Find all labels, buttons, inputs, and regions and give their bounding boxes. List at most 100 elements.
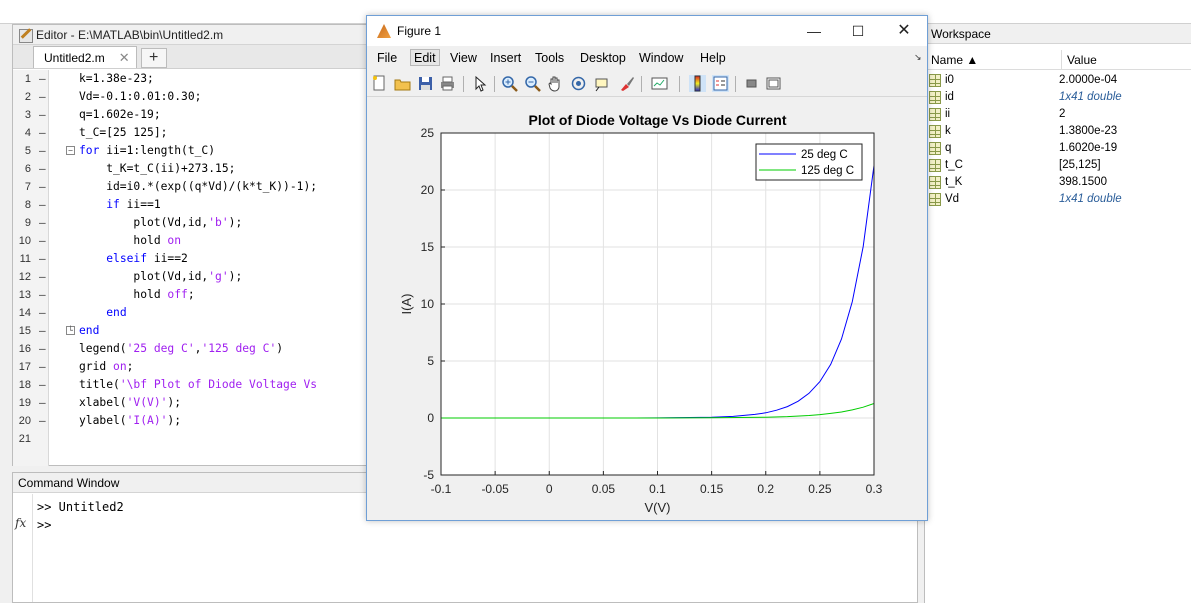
value-column-header[interactable]: Value	[1061, 50, 1191, 70]
y-tick-label: 5	[427, 354, 434, 368]
breakpoint-marker[interactable]: —	[39, 378, 46, 391]
workspace-variable-row[interactable]: i0 2.0000e-04	[925, 72, 1191, 89]
variable-name: q	[945, 142, 952, 154]
menu-edit[interactable]: Edit	[410, 49, 440, 66]
maximize-button[interactable]: ☐	[851, 23, 865, 39]
minimize-button[interactable]: —	[807, 23, 821, 39]
tab-untitled2[interactable]: Untitled2.m ✕	[33, 46, 137, 68]
diode-chart[interactable]: -0.1 -0.05 0 0.05 0.1 0.15 0.2 0.25 0.3 -5 0 5 10 15 2…	[367, 98, 927, 520]
link-plot-icon[interactable]	[651, 75, 668, 92]
code-line[interactable]: 19 — xlabel('V(V)');	[13, 394, 367, 412]
breakpoint-marker[interactable]: —	[39, 126, 46, 139]
data-cursor-icon[interactable]	[593, 75, 610, 92]
code-line[interactable]: 20 — ylabel('I(A)');	[13, 412, 367, 430]
breakpoint-marker[interactable]: —	[39, 360, 46, 373]
breakpoint-marker[interactable]: —	[39, 72, 46, 85]
code-line[interactable]: 15 — └ end	[13, 322, 367, 340]
code-line[interactable]: 5 — − for ii=1:length(t_C)	[13, 142, 367, 160]
brush-icon[interactable]	[618, 75, 635, 92]
workspace-variable-row[interactable]: t_K 398.1500	[925, 174, 1191, 191]
breakpoint-marker[interactable]: —	[39, 216, 46, 229]
menu-file[interactable]: File	[377, 51, 398, 65]
code-line[interactable]: 13 — hold off;	[13, 286, 367, 304]
code-fold-icon[interactable]: −	[66, 146, 75, 155]
code-editor[interactable]: 1 — k=1.38e-23; 2 — Vd=-0.1:0.01:0.30; 3 — q=1.6…	[13, 70, 367, 466]
workspace-variable-row[interactable]: ii 2	[925, 106, 1191, 123]
menu-tools[interactable]: Tools	[535, 51, 565, 65]
breakpoint-marker[interactable]: —	[39, 108, 46, 121]
code-line[interactable]: 4 — t_C=[25 125];	[13, 124, 367, 142]
code-text: title('\bf Plot of Diode Voltage Vs	[79, 376, 317, 394]
legend-icon[interactable]	[712, 75, 729, 92]
code-line[interactable]: 17 — grid on;	[13, 358, 367, 376]
menu-desktop[interactable]: Desktop	[580, 51, 626, 65]
breakpoint-marker[interactable]: —	[39, 306, 46, 319]
function-browser-icon[interactable]: fx	[15, 516, 27, 530]
code-line[interactable]: 3 — q=1.602e-19;	[13, 106, 367, 124]
colorbar-icon[interactable]	[689, 75, 706, 92]
code-line[interactable]: 2 — Vd=-0.1:0.01:0.30;	[13, 88, 367, 106]
code-line[interactable]: 14 — end	[13, 304, 367, 322]
code-line[interactable]: 6 — t_K=t_C(ii)+273.15;	[13, 160, 367, 178]
command-window-body[interactable]: >> Untitled2 fx >>	[13, 494, 917, 602]
code-token: plot(Vd,id,	[79, 216, 209, 229]
breakpoint-marker[interactable]: —	[39, 414, 46, 427]
workspace-variable-row[interactable]: id 1x41 double	[925, 89, 1191, 106]
workspace-variable-row[interactable]: t_C [25,125]	[925, 157, 1191, 174]
close-icon[interactable]: ✕	[118, 49, 130, 65]
code-line[interactable]: 11 — elseif ii==2	[13, 250, 367, 268]
menu-help[interactable]: Help	[700, 51, 726, 65]
breakpoint-marker[interactable]: —	[39, 180, 46, 193]
code-line[interactable]: 16 — legend('25 deg C','125 deg C')	[13, 340, 367, 358]
menu-view[interactable]: View	[450, 51, 477, 65]
save-icon[interactable]	[417, 75, 434, 92]
workspace-variable-row[interactable]: Vd 1x41 double	[925, 191, 1191, 208]
pointer-icon[interactable]	[471, 75, 488, 92]
menu-insert[interactable]: Insert	[490, 51, 522, 65]
show-plot-tools-icon[interactable]	[765, 75, 782, 92]
zoom-out-icon[interactable]	[524, 75, 541, 92]
breakpoint-marker[interactable]: —	[39, 396, 46, 409]
new-figure-icon[interactable]	[371, 75, 388, 92]
breakpoint-marker[interactable]: —	[39, 324, 46, 337]
breakpoint-marker[interactable]: —	[39, 270, 46, 283]
new-tab-button[interactable]: +	[140, 48, 167, 68]
open-file-icon[interactable]	[394, 75, 411, 92]
print-icon[interactable]	[439, 75, 456, 92]
command-prompt[interactable]: >>	[37, 518, 52, 532]
breakpoint-marker[interactable]: —	[39, 144, 46, 157]
workspace-variable-row[interactable]: k 1.3800e-23	[925, 123, 1191, 140]
variable-value: [25,125]	[1059, 159, 1101, 171]
close-button[interactable]: ✕	[897, 22, 911, 39]
breakpoint-marker[interactable]: —	[39, 342, 46, 355]
code-line[interactable]: 10 — hold on	[13, 232, 367, 250]
rotate-icon[interactable]	[570, 75, 587, 92]
code-token	[79, 306, 106, 319]
y-tick-label: 0	[427, 411, 434, 425]
editor-panel: Editor - E:\MATLAB\bin\Untitled2.m Untit…	[12, 24, 368, 466]
hide-plot-tools-icon[interactable]	[743, 75, 760, 92]
breakpoint-marker[interactable]: —	[39, 288, 46, 301]
figure-titlebar[interactable]: Figure 1 — ☐ ✕	[367, 16, 927, 46]
code-line[interactable]: 9 — plot(Vd,id,'b');	[13, 214, 367, 232]
tab-label: Untitled2.m	[44, 50, 105, 65]
zoom-in-icon[interactable]	[501, 75, 518, 92]
workspace-variable-row[interactable]: q 1.6020e-19	[925, 140, 1191, 157]
dock-figure-icon[interactable]: ↘	[914, 52, 922, 62]
breakpoint-marker[interactable]: —	[39, 198, 46, 211]
menu-window[interactable]: Window	[639, 51, 684, 65]
code-text: hold on	[79, 232, 181, 250]
code-line[interactable]: 1 — k=1.38e-23;	[13, 70, 367, 88]
code-line[interactable]: 7 — id=i0.*(exp((q*Vd)/(k*t_K))-1);	[13, 178, 367, 196]
code-line[interactable]: 8 — if ii==1	[13, 196, 367, 214]
code-fold-icon[interactable]: └	[66, 326, 75, 335]
pan-icon[interactable]	[547, 75, 564, 92]
breakpoint-marker[interactable]: —	[39, 90, 46, 103]
breakpoint-marker[interactable]: —	[39, 234, 46, 247]
breakpoint-marker[interactable]: —	[39, 252, 46, 265]
code-line[interactable]: 12 — plot(Vd,id,'g');	[13, 268, 367, 286]
name-column-header[interactable]: Name ▲	[931, 53, 979, 67]
code-line[interactable]: 21	[13, 430, 367, 448]
code-line[interactable]: 18 — title('\bf Plot of Diode Voltage Vs	[13, 376, 367, 394]
breakpoint-marker[interactable]: —	[39, 162, 46, 175]
